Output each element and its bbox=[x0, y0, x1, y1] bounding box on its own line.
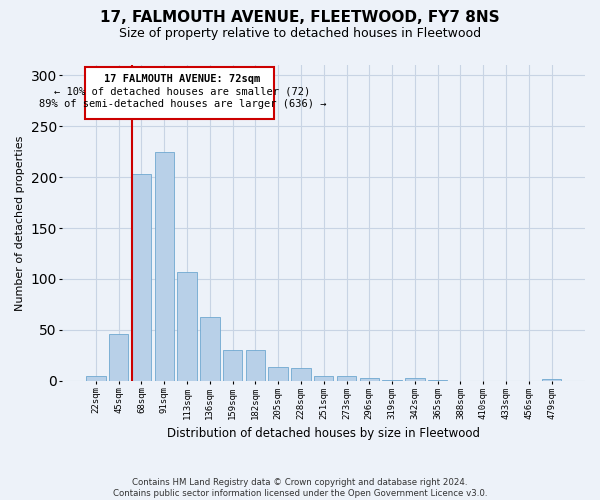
Bar bbox=[86, 376, 106, 381]
X-axis label: Distribution of detached houses by size in Fleetwood: Distribution of detached houses by size … bbox=[167, 427, 480, 440]
Bar bbox=[109, 334, 128, 381]
Bar bbox=[405, 378, 425, 381]
Bar bbox=[223, 350, 242, 381]
Bar bbox=[291, 368, 311, 381]
Bar bbox=[382, 380, 402, 381]
Bar bbox=[337, 376, 356, 381]
Text: Size of property relative to detached houses in Fleetwood: Size of property relative to detached ho… bbox=[119, 28, 481, 40]
Text: ← 10% of detached houses are smaller (72): ← 10% of detached houses are smaller (72… bbox=[55, 86, 311, 97]
Bar bbox=[359, 378, 379, 381]
Text: 17, FALMOUTH AVENUE, FLEETWOOD, FY7 8NS: 17, FALMOUTH AVENUE, FLEETWOOD, FY7 8NS bbox=[100, 10, 500, 25]
Text: 17 FALMOUTH AVENUE: 72sqm: 17 FALMOUTH AVENUE: 72sqm bbox=[104, 74, 260, 84]
Bar bbox=[155, 152, 174, 381]
Bar bbox=[314, 376, 334, 381]
Bar bbox=[178, 272, 197, 381]
Bar bbox=[428, 380, 448, 381]
Text: Contains HM Land Registry data © Crown copyright and database right 2024.
Contai: Contains HM Land Registry data © Crown c… bbox=[113, 478, 487, 498]
Bar bbox=[246, 350, 265, 381]
Text: 89% of semi-detached houses are larger (636) →: 89% of semi-detached houses are larger (… bbox=[39, 98, 326, 108]
Bar bbox=[542, 379, 561, 381]
Bar bbox=[132, 174, 151, 381]
FancyBboxPatch shape bbox=[85, 67, 274, 119]
Bar bbox=[268, 366, 288, 381]
Bar bbox=[200, 316, 220, 381]
Y-axis label: Number of detached properties: Number of detached properties bbox=[15, 135, 25, 310]
